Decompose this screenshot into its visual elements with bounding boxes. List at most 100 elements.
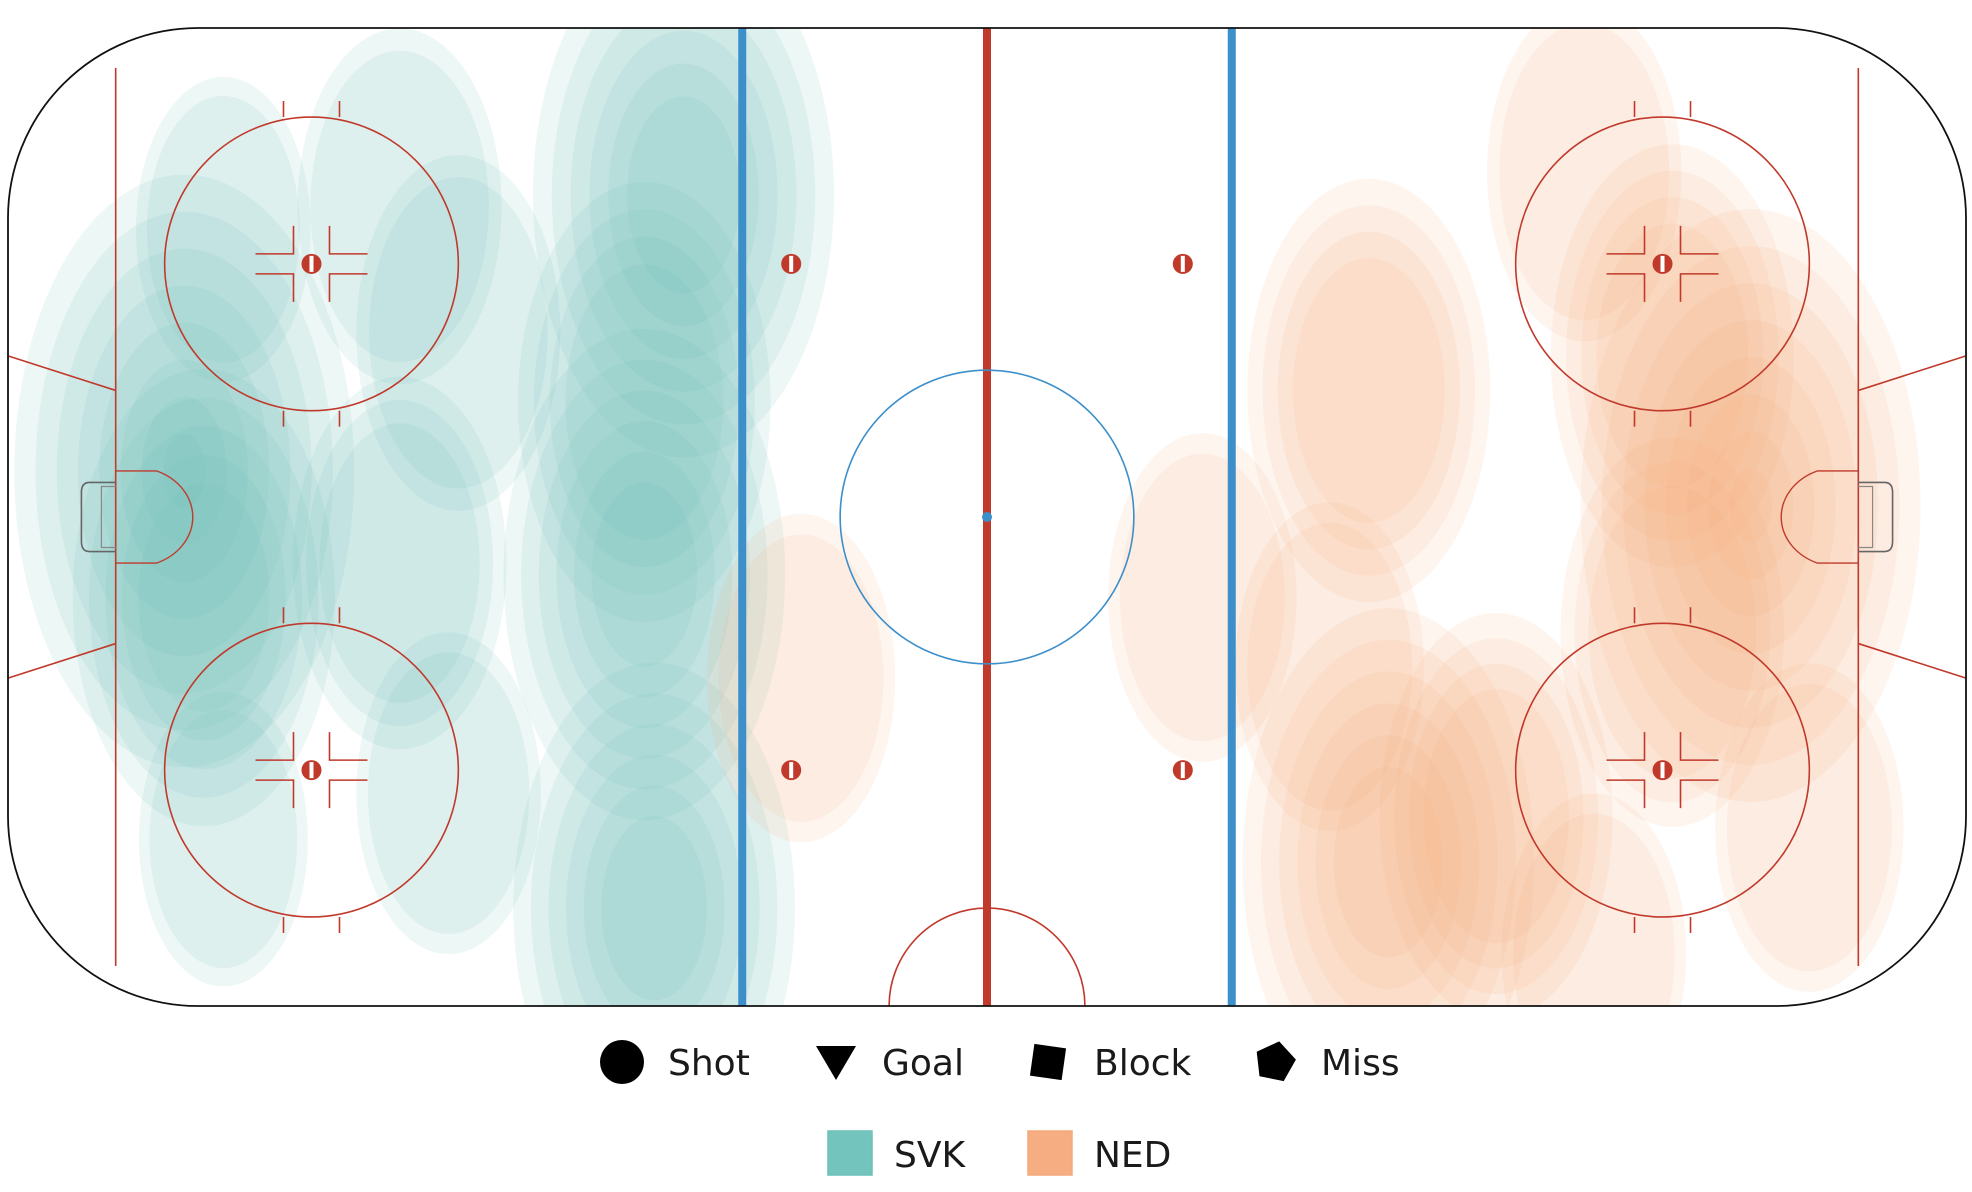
heat-contour xyxy=(1644,320,1857,691)
heat-contour xyxy=(533,209,755,595)
heat-hotspot xyxy=(518,181,771,623)
rink-boards xyxy=(7,27,1967,1007)
heat-contour xyxy=(532,28,835,458)
heat-contour xyxy=(1315,735,1462,990)
heat-contour xyxy=(138,483,270,712)
legend-item-miss: Miss xyxy=(1256,1041,1400,1084)
heat-contour xyxy=(556,421,733,729)
end-zone-faceoff-circle xyxy=(163,607,460,933)
heat-contour xyxy=(1260,639,1516,1006)
heat-contour xyxy=(1297,703,1480,1006)
heat-contour xyxy=(1262,205,1476,576)
heat-contour xyxy=(135,76,311,382)
heat-hotspot xyxy=(1247,178,1491,603)
heat-contour xyxy=(99,322,270,620)
heat-contour xyxy=(121,454,286,741)
heat-contour xyxy=(601,816,707,1001)
heat-hotspot xyxy=(356,155,561,511)
heat-contour xyxy=(1588,485,1757,779)
neutral-faceoff-dot xyxy=(1172,253,1193,274)
heat-contour xyxy=(89,397,319,798)
heat-layer xyxy=(14,28,1921,1006)
legend-marker-square xyxy=(1029,1043,1067,1081)
heat-hotspot xyxy=(1108,433,1297,762)
heat-contour xyxy=(1499,28,1670,321)
heat-contour xyxy=(1550,144,1794,568)
heat-contour xyxy=(1665,357,1836,654)
heat-contour xyxy=(292,376,507,750)
heat-hotspot xyxy=(1487,28,1682,342)
heat-hotspot xyxy=(292,376,507,750)
legend-label: Goal xyxy=(882,1043,964,1084)
legend-label: Miss xyxy=(1321,1043,1400,1084)
heat-hotspot xyxy=(138,691,308,987)
heat-contour xyxy=(310,50,489,362)
heat-contour xyxy=(1423,689,1569,944)
legend-team-label: NED xyxy=(1094,1135,1171,1176)
heat-contour xyxy=(608,63,759,327)
neutral-faceoff-dot xyxy=(781,253,802,274)
heat-contour xyxy=(521,359,768,790)
heat-contour xyxy=(1108,433,1297,762)
heat-contour xyxy=(518,181,771,623)
heat-contour xyxy=(1581,197,1764,515)
heat-hotspot xyxy=(135,76,311,382)
heat-contour xyxy=(1277,231,1460,550)
neutral-faceoff-dot xyxy=(1172,760,1193,781)
heat-contour xyxy=(591,482,698,667)
heat-contour xyxy=(120,359,248,583)
legend-marker-triangle xyxy=(816,1046,856,1080)
heat-contour xyxy=(530,693,778,1006)
heat-contour xyxy=(138,691,308,987)
legend-team-ned: NED xyxy=(1027,1130,1171,1176)
center-circle xyxy=(839,369,1135,665)
heat-contour xyxy=(105,426,303,770)
heat-contour xyxy=(35,211,333,731)
heat-hotspot xyxy=(1580,209,1921,802)
heat-contour xyxy=(1574,461,1771,803)
heat-contour xyxy=(549,236,740,568)
heat-contour xyxy=(1292,258,1445,523)
legend-label: Block xyxy=(1094,1043,1192,1084)
end-zone-faceoff-circle xyxy=(163,101,460,427)
right-goal xyxy=(1780,470,1894,564)
heat-contour xyxy=(1247,522,1413,811)
heat-contour xyxy=(356,632,541,955)
heat-contour xyxy=(1235,502,1424,831)
heat-contour xyxy=(1487,28,1682,342)
heat-contour xyxy=(367,652,530,934)
rink-markings xyxy=(7,27,1967,1007)
heat-contour xyxy=(356,155,561,511)
heat-contour xyxy=(1279,671,1498,1006)
heat-hotspot xyxy=(72,368,335,827)
heat-hotspot xyxy=(1560,437,1784,827)
heat-contour xyxy=(589,30,778,359)
heat-hotspot xyxy=(1235,502,1424,831)
legend-team-svk: SVK xyxy=(827,1130,966,1176)
heat-contour xyxy=(14,174,355,768)
heat-contour xyxy=(1501,793,1687,1006)
legend-item-block: Block xyxy=(1029,1043,1192,1084)
legend: Shot Goal Block Miss SVK NED xyxy=(600,1040,1400,1176)
heat-contour xyxy=(306,400,494,727)
heat-series-svk xyxy=(14,28,835,1006)
heat-contour xyxy=(1394,638,1599,994)
heat-contour xyxy=(627,96,740,294)
heat-contour xyxy=(1119,453,1285,742)
heat-contour xyxy=(1247,178,1491,603)
heat-hotspot xyxy=(1379,612,1613,1006)
heat-contour xyxy=(1580,209,1921,802)
heat-contour xyxy=(162,433,206,509)
heat-hotspot xyxy=(706,513,896,843)
heat-contour xyxy=(1333,766,1444,958)
end-zone-faceoff-circle xyxy=(1514,607,1811,933)
heat-contour xyxy=(319,423,480,703)
heat-contour xyxy=(1408,663,1584,969)
heat-contour xyxy=(369,177,548,489)
referee-crease xyxy=(888,907,1086,1007)
left-goal xyxy=(80,470,194,564)
heat-contour xyxy=(503,328,786,821)
heat-hotspot xyxy=(297,28,502,385)
